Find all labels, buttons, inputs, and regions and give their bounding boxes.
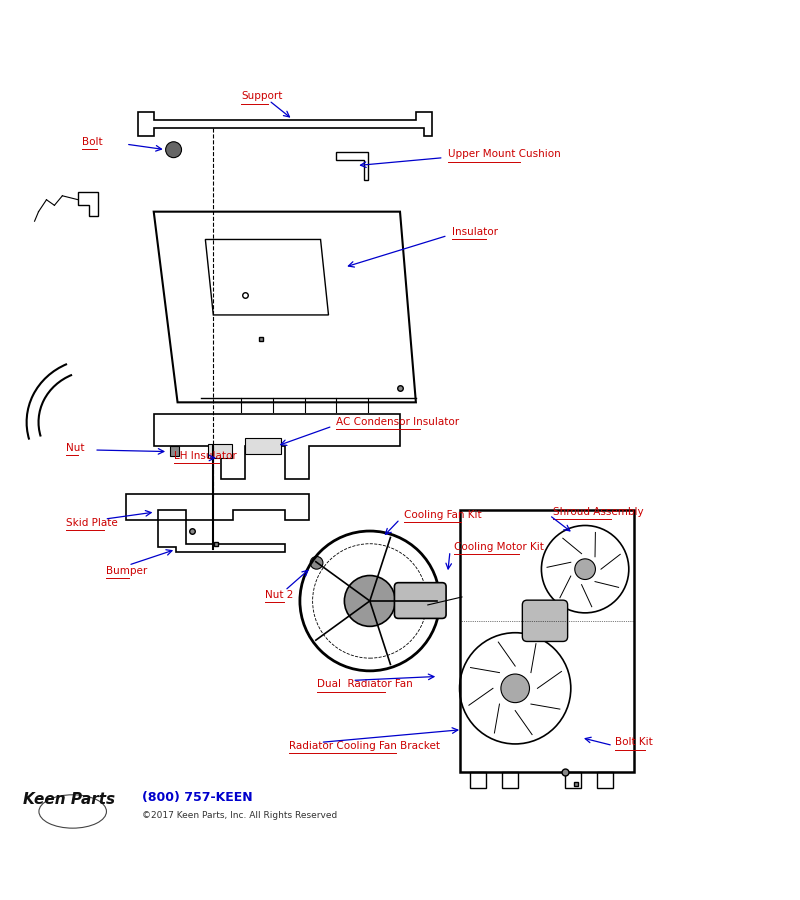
Polygon shape — [245, 438, 281, 454]
Text: Bolt Kit: Bolt Kit — [614, 737, 652, 747]
Text: Skid Plate: Skid Plate — [66, 518, 118, 528]
Text: Keen Parts: Keen Parts — [22, 792, 114, 807]
Text: Upper Mount Cushion: Upper Mount Cushion — [448, 149, 561, 159]
Text: ©2017 Keen Parts, Inc. All Rights Reserved: ©2017 Keen Parts, Inc. All Rights Reserv… — [142, 811, 337, 820]
Text: (800) 757-KEEN: (800) 757-KEEN — [142, 791, 253, 804]
Text: Nut 2: Nut 2 — [265, 590, 294, 599]
Text: Insulator: Insulator — [452, 227, 498, 237]
Circle shape — [574, 559, 595, 580]
Circle shape — [344, 575, 395, 626]
Text: Bumper: Bumper — [106, 566, 147, 576]
Text: Bolt: Bolt — [82, 137, 103, 147]
Text: Shroud Assembly: Shroud Assembly — [554, 507, 644, 517]
Circle shape — [310, 556, 323, 569]
Text: Nut: Nut — [66, 443, 85, 453]
Polygon shape — [208, 444, 231, 458]
FancyBboxPatch shape — [522, 600, 568, 642]
Circle shape — [166, 142, 182, 157]
Text: Radiator Cooling Fan Bracket: Radiator Cooling Fan Bracket — [289, 741, 440, 751]
FancyBboxPatch shape — [394, 582, 446, 618]
Text: Dual  Radiator Fan: Dual Radiator Fan — [317, 680, 412, 689]
Text: LH Insulator: LH Insulator — [174, 451, 236, 461]
Polygon shape — [170, 446, 179, 455]
Text: AC Condensor Insulator: AC Condensor Insulator — [337, 418, 459, 428]
Text: Cooling Fan Kit: Cooling Fan Kit — [404, 510, 482, 520]
Circle shape — [501, 674, 530, 703]
Text: Support: Support — [241, 92, 282, 102]
Text: Cooling Motor Kit: Cooling Motor Kit — [454, 542, 544, 552]
